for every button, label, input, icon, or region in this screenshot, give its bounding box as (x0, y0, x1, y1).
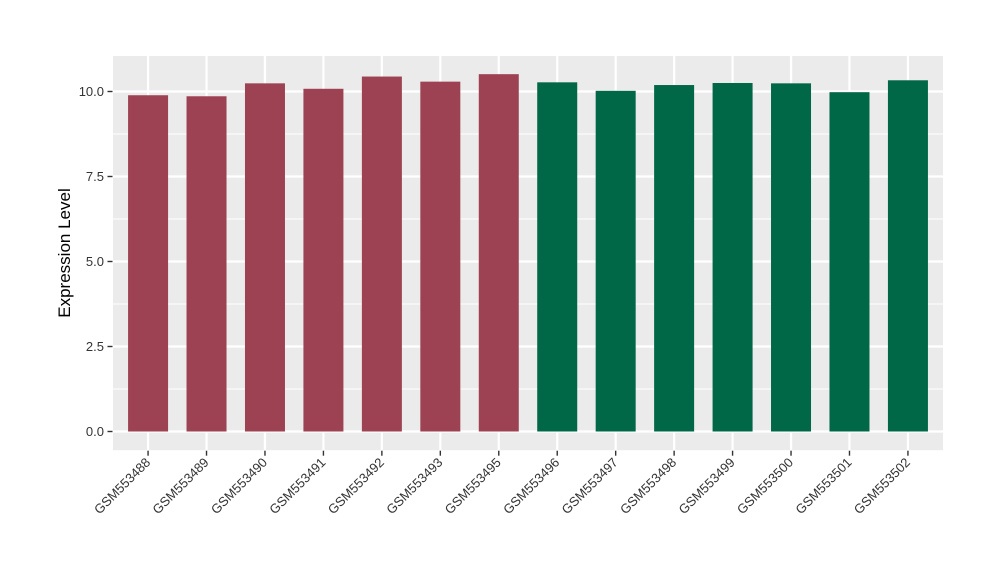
bar-GSM553488 (128, 95, 169, 432)
chart-render-layer: 0.02.55.07.510.0GSM553488GSM553489GSM553… (79, 56, 943, 517)
x-tick-label: GSM553493 (383, 455, 445, 517)
x-tick-label: GSM553492 (325, 455, 387, 517)
bar-GSM553498 (654, 85, 695, 432)
bar-GSM553493 (420, 81, 461, 432)
x-tick-label: GSM553500 (734, 455, 796, 517)
x-tick-label: GSM553498 (617, 455, 679, 517)
bar-GSM553491 (303, 88, 344, 432)
x-tick-label: GSM553490 (208, 455, 270, 517)
x-tick-label: GSM553489 (149, 455, 211, 517)
plot-panel (113, 56, 943, 451)
y-tick-label: 2.5 (86, 339, 104, 354)
bar-GSM553496 (537, 82, 578, 432)
y-tick-label: 0.0 (86, 424, 104, 439)
y-tick-label: 5.0 (86, 254, 104, 269)
bar-GSM553495 (478, 74, 519, 432)
x-tick-label: GSM553496 (500, 455, 562, 517)
bar-GSM553489 (186, 96, 227, 432)
y-axis-title: Expression Level (55, 188, 74, 317)
x-tick-label: GSM553502 (851, 455, 913, 517)
x-tick-label: GSM553491 (266, 455, 328, 517)
x-tick-label: GSM553499 (675, 455, 737, 517)
x-tick-label: GSM553488 (91, 455, 153, 517)
bar-GSM553500 (771, 83, 812, 432)
bar-GSM553502 (887, 80, 928, 432)
x-tick-label: GSM553497 (559, 455, 621, 517)
x-tick-label: GSM553501 (792, 455, 854, 517)
bar-GSM553499 (712, 83, 753, 432)
bar-GSM553501 (829, 92, 870, 432)
bar-GSM553490 (244, 83, 285, 432)
bar-GSM553497 (595, 90, 636, 432)
bar-GSM553492 (361, 76, 402, 432)
y-tick-label: 10.0 (79, 84, 104, 99)
x-tick-label: GSM553495 (442, 455, 504, 517)
y-tick-label: 7.5 (86, 169, 104, 184)
